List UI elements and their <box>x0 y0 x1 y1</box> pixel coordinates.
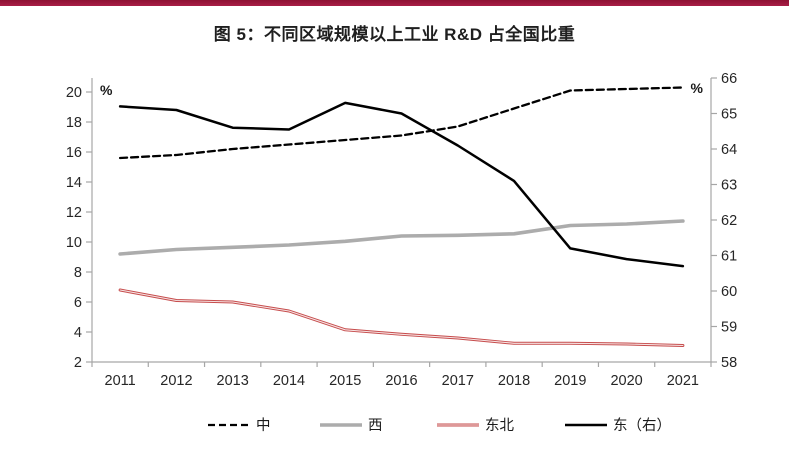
chart-title: 图 5：不同区域规模以上工业 R&D 占全国比重 <box>213 25 576 44</box>
x-axis-year-label: 2017 <box>442 373 474 389</box>
right-axis-tick-label: 63 <box>721 178 737 194</box>
x-axis-year-label: 2011 <box>105 373 136 389</box>
x-axis-year-label: 2019 <box>554 373 586 389</box>
x-axis-year-label: 2013 <box>217 373 249 389</box>
x-axis-year-label: 2016 <box>385 373 417 389</box>
left-axis-tick-label: 14 <box>66 175 82 191</box>
series-line-northeast <box>118 288 685 347</box>
left-axis-tick-label: 10 <box>66 235 82 251</box>
right-axis-tick-label: 62 <box>721 213 737 229</box>
legend-label-central: 中 <box>256 417 271 434</box>
series-line-east-right <box>118 101 685 268</box>
left-axis-tick-label: 20 <box>66 85 82 101</box>
x-axis-year-label: 2020 <box>610 373 642 389</box>
left-axis-tick-label: 6 <box>74 295 82 311</box>
right-axis-unit-label: % <box>691 80 704 96</box>
series-line-northeast-inner <box>119 289 684 347</box>
left-axis-tick-label: 12 <box>66 205 82 221</box>
top-banner <box>0 0 789 6</box>
left-axis-tick-label: 2 <box>74 355 82 371</box>
right-axis-tick-label: 58 <box>721 355 737 371</box>
legend-label-east-right: 东（右） <box>613 417 671 434</box>
left-axis-tick-label: 16 <box>66 145 82 161</box>
series-line-central <box>118 86 685 160</box>
left-axis-tick-label: 4 <box>74 325 82 341</box>
series-line-west <box>118 219 685 256</box>
right-axis-tick-label: 64 <box>721 142 737 158</box>
legend-label-west: 西 <box>368 418 383 434</box>
x-axis-year-label: 2018 <box>498 373 530 389</box>
right-axis-tick-label: 66 <box>721 71 737 87</box>
right-axis-tick-label: 59 <box>721 320 737 336</box>
legend-label-northeast: 东北 <box>485 417 514 434</box>
right-axis-tick-label: 65 <box>721 107 737 123</box>
right-axis-tick-label: 60 <box>721 284 737 300</box>
x-axis-year-label: 2021 <box>667 373 699 389</box>
right-axis-tick-label: 61 <box>721 249 737 265</box>
x-axis-year-label: 2014 <box>273 373 305 389</box>
left-axis-tick-label: 8 <box>74 265 82 281</box>
left-axis-unit-label: % <box>100 82 113 98</box>
left-axis-tick-label: 18 <box>66 115 82 131</box>
x-axis-year-label: 2015 <box>329 373 361 389</box>
x-axis-year-label: 2012 <box>160 373 192 389</box>
